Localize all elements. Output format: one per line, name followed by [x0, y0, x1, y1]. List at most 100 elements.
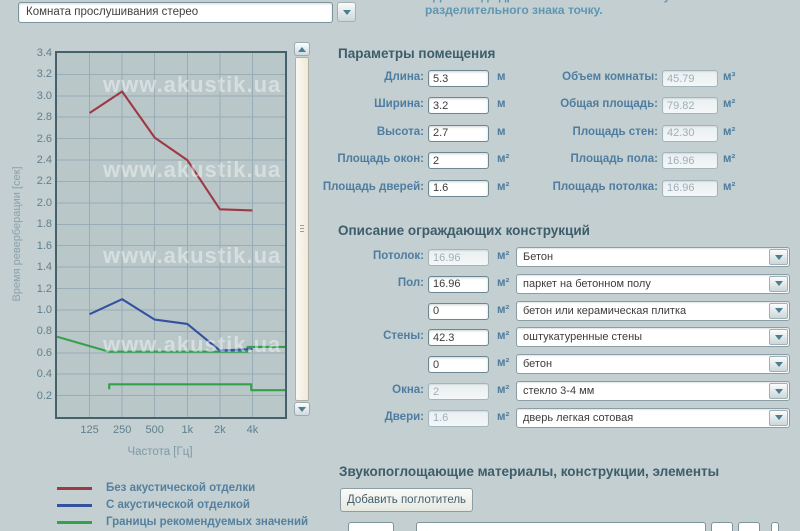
construction-input[interactable]: [428, 275, 489, 293]
x-tick: 250: [112, 424, 132, 436]
material-select[interactable]: паркет на бетонном полу: [516, 273, 790, 294]
material-select[interactable]: дверь легкая сотовая: [516, 407, 790, 428]
scroll-up-button[interactable]: [294, 42, 310, 56]
room-computed-input: [662, 97, 718, 115]
room-param-input[interactable]: [428, 70, 489, 87]
x-tick: 2k: [214, 424, 226, 436]
select-dropdown-button[interactable]: [769, 249, 788, 265]
y-tick: 3.0: [36, 89, 52, 102]
y-tick: 3.4: [36, 47, 52, 59]
y-tick: 2.0: [36, 196, 52, 209]
absorber-control-partial[interactable]: [711, 522, 733, 531]
chevron-down-icon: [774, 334, 783, 340]
note-text: разделительного знака точку.: [425, 3, 603, 17]
select-value: дверь легкая сотовая: [523, 411, 634, 424]
y-tick: 1.2: [36, 282, 52, 295]
absorber-area-input-partial[interactable]: [348, 522, 394, 531]
room-computed-label: Общая площадь:: [560, 98, 658, 111]
scroll-down-button[interactable]: [294, 402, 310, 416]
material-select[interactable]: стекло 3-4 мм: [516, 381, 790, 401]
select-value: Бетон: [523, 251, 554, 263]
chevron-down-icon: [774, 361, 783, 367]
y-tick: 0.8: [36, 325, 52, 338]
construction-input[interactable]: [428, 329, 489, 347]
select-dropdown-button[interactable]: [769, 329, 788, 346]
chevron-down-icon: [774, 415, 783, 421]
room-computed-unit: м²: [723, 125, 736, 138]
thumb-grip: [300, 225, 304, 226]
chevron-down-icon: [342, 9, 351, 15]
construction-label: Стены:: [383, 330, 424, 343]
select-dropdown-button[interactable]: [769, 275, 788, 292]
thumb-grip: [300, 228, 304, 229]
x-axis-label: Частота [Гц]: [127, 446, 193, 458]
construction-label: Окна:: [392, 384, 424, 396]
legend-swatch: [57, 520, 92, 524]
construction-input[interactable]: [428, 356, 489, 374]
construction-unit: м²: [497, 276, 510, 289]
select-dropdown-button[interactable]: [769, 409, 788, 426]
construction-input[interactable]: [428, 302, 489, 320]
legend-label: Без акустической отделки: [106, 482, 256, 494]
series-line: [89, 90, 253, 212]
construction-label: Двери:: [384, 410, 424, 423]
room-param-input[interactable]: [428, 124, 489, 142]
construction-unit: м²: [497, 250, 510, 262]
absorber-control-partial[interactable]: [738, 522, 760, 531]
add-absorber-button[interactable]: Добавить поглотитель: [340, 488, 473, 512]
select-dropdown-button[interactable]: [769, 383, 788, 399]
select-value: паркет на бетонном полу: [523, 277, 651, 290]
scrollbar-thumb[interactable]: [295, 57, 309, 401]
room-param-input[interactable]: [428, 179, 489, 197]
material-select[interactable]: бетон: [516, 354, 790, 375]
thumb-grip: [300, 231, 304, 232]
chevron-down-icon: [774, 308, 783, 314]
select-dropdown-button[interactable]: [769, 356, 788, 373]
material-select[interactable]: бетон или керамическая плитка: [516, 300, 790, 321]
room-param-input[interactable]: [428, 152, 489, 170]
construction-input: [428, 383, 489, 400]
series-line: [57, 335, 285, 353]
room-param-label: Площадь окон:: [337, 153, 424, 166]
room-param-input[interactable]: [428, 97, 489, 115]
room-computed-input: [662, 179, 718, 197]
select-dropdown-button[interactable]: [769, 302, 788, 319]
legend-swatch: [57, 503, 92, 507]
construction-unit: м²: [497, 330, 510, 343]
y-tick: 2.8: [36, 111, 52, 124]
y-tick: 1.0: [36, 303, 52, 316]
legend-swatch: [57, 487, 92, 490]
section-title-room-params: Параметры помещения: [338, 46, 496, 61]
chart-scrollbar[interactable]: [294, 42, 310, 416]
series-line: [89, 298, 253, 352]
room-computed-unit: м²: [723, 153, 736, 166]
y-tick: 0.2: [36, 389, 52, 402]
y-tick: 0.6: [36, 346, 52, 359]
room-preset-select[interactable]: Комната прослушивания стерео: [18, 2, 333, 23]
room-computed-label: Объем комнаты:: [562, 71, 658, 83]
absorber-control-partial[interactable]: [771, 522, 779, 531]
room-computed-label: Площадь пола:: [570, 153, 658, 166]
x-tick: 1k: [181, 424, 194, 436]
material-select[interactable]: оштукатуренные стены: [516, 327, 790, 348]
section-title-constructions: Описание ограждающих конструкций: [338, 223, 590, 238]
room-computed-input: [662, 124, 718, 142]
material-select[interactable]: Бетон: [516, 247, 790, 267]
y-tick: 1.8: [36, 218, 52, 231]
y-tick: 2.6: [36, 132, 52, 145]
construction-label: Пол:: [397, 276, 424, 289]
room-computed-input: [662, 70, 718, 87]
section-title-absorbers: Звукопоглощающие материалы, конструкции,…: [339, 464, 720, 479]
arrow-up-icon: [298, 46, 306, 52]
absorber-material-select-partial[interactable]: [416, 522, 706, 531]
construction-unit: м²: [497, 303, 510, 316]
chevron-down-icon: [774, 281, 783, 287]
chart-canvas: [57, 53, 285, 417]
arrow-down-icon: [298, 406, 306, 412]
y-tick: 2.4: [36, 154, 52, 167]
room-preset-dropdown-button[interactable]: [337, 2, 356, 22]
y-tick: 0.4: [36, 368, 52, 381]
series-line: [108, 383, 285, 392]
construction-unit: м²: [497, 384, 510, 396]
room-computed-input: [662, 152, 718, 170]
